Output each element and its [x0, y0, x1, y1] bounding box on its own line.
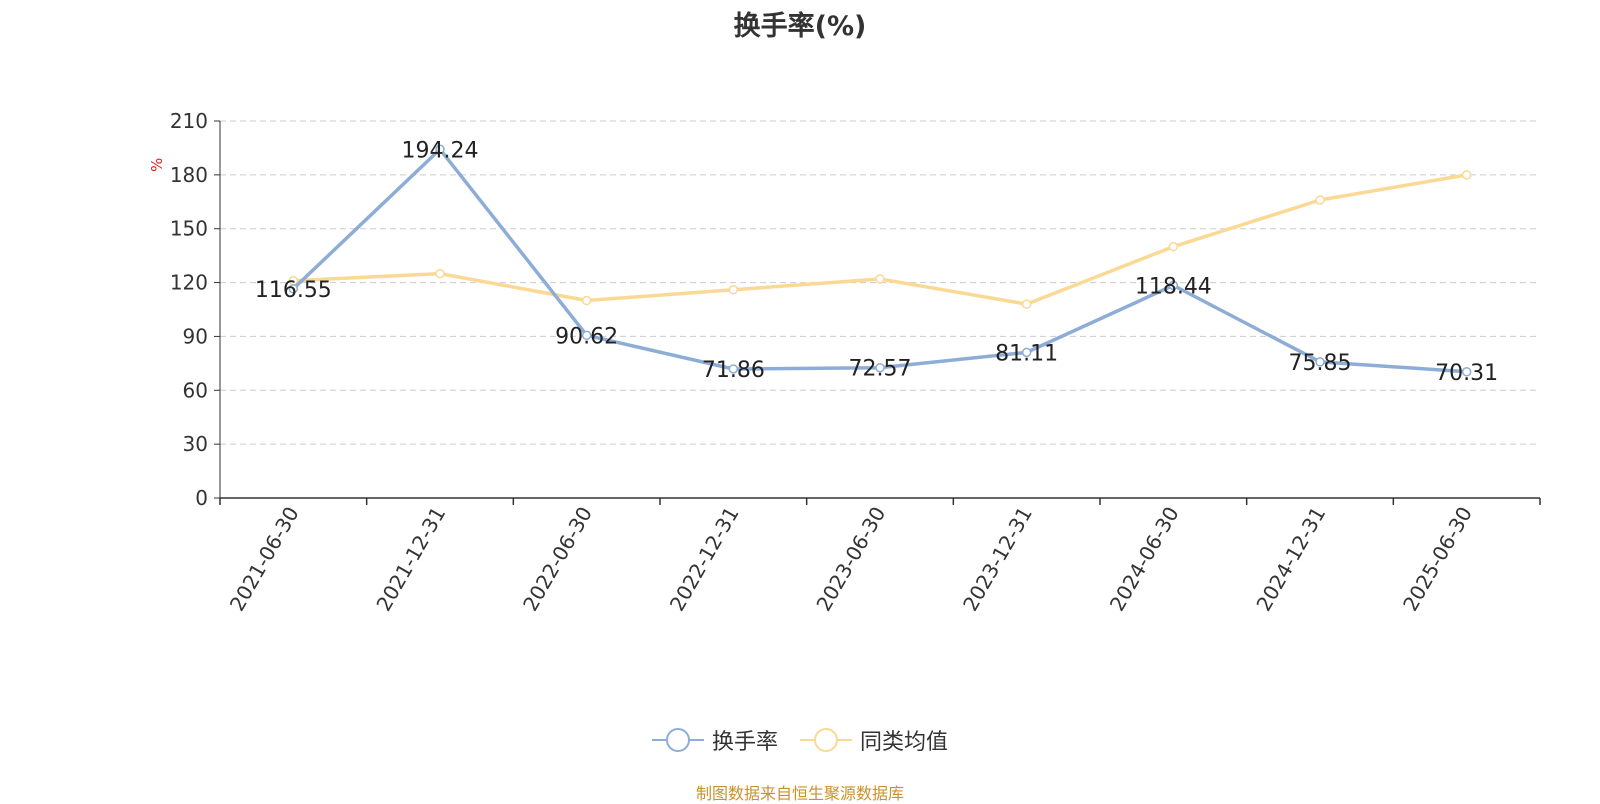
y-tick-label: 0: [195, 486, 208, 510]
source-note: 制图数据来自恒生聚源数据库: [695, 784, 904, 803]
series-line: [292, 147, 1467, 374]
y-tick-label: 150: [170, 217, 208, 241]
data-label: 75.85: [1289, 351, 1352, 376]
data-label: 70.31: [1435, 361, 1498, 386]
y-tick-label: 30: [183, 432, 208, 456]
data-point: [1461, 367, 1472, 377]
data-label: 116.55: [255, 278, 332, 303]
x-tick-label: 2023-12-31: [958, 503, 1037, 616]
x-tick-label: 2025-06-30: [1398, 503, 1477, 616]
data-point: [875, 362, 885, 373]
y-axis-label: %: [148, 158, 166, 172]
data-point: [728, 364, 739, 374]
legend-item-turnover[interactable]: 换手率: [651, 724, 778, 756]
y-tick-label: 60: [183, 378, 208, 402]
data-point: [1168, 241, 1179, 252]
data-point: [1021, 299, 1032, 309]
chart-title: 换手率(%): [733, 11, 867, 42]
legend-swatch-peer-average: [800, 727, 852, 753]
data-label: 71.86: [702, 358, 765, 383]
x-tick-label: 2024-06-30: [1105, 503, 1184, 616]
data-point: [1315, 357, 1325, 367]
data-point: [728, 285, 739, 295]
legend-label-turnover: 换手率: [711, 730, 778, 755]
y-tick-label: 180: [170, 163, 208, 187]
data-point: [581, 295, 592, 306]
x-tick-label: 2021-06-30: [225, 503, 304, 616]
y-tick-label: 120: [170, 271, 208, 295]
x-tick-label: 2023-06-30: [811, 503, 890, 616]
legend: 换手率 同类均值: [0, 724, 1600, 756]
data-label: 90.62: [555, 324, 618, 349]
legend-item-peer-average[interactable]: 同类均值: [800, 724, 948, 756]
data-point: [288, 284, 299, 294]
data-point: [1021, 347, 1032, 358]
series-line: [293, 173, 1467, 306]
data-label: 81.11: [995, 341, 1058, 366]
data-point: [435, 144, 445, 155]
data-label: 72.57: [849, 357, 912, 382]
data-point: [435, 268, 445, 279]
data-point: [875, 274, 885, 284]
y-tick-label: 210: [170, 109, 208, 133]
legend-swatch-turnover: [651, 727, 704, 753]
data-label: 194.24: [402, 138, 479, 163]
x-tick-label: 2022-06-30: [518, 503, 597, 616]
data-label: 118.44: [1135, 274, 1212, 299]
x-tick-label: 2021-12-31: [371, 503, 450, 616]
data-point: [1315, 195, 1325, 205]
legend-label-peer-average: 同类均值: [860, 730, 949, 755]
x-tick-label: 2024-12-31: [1251, 503, 1330, 616]
x-tick-label: 2022-12-31: [665, 503, 744, 616]
data-point: [581, 330, 592, 341]
data-point: [1461, 170, 1472, 180]
y-tick-label: 90: [183, 324, 208, 348]
data-point: [1168, 280, 1179, 291]
